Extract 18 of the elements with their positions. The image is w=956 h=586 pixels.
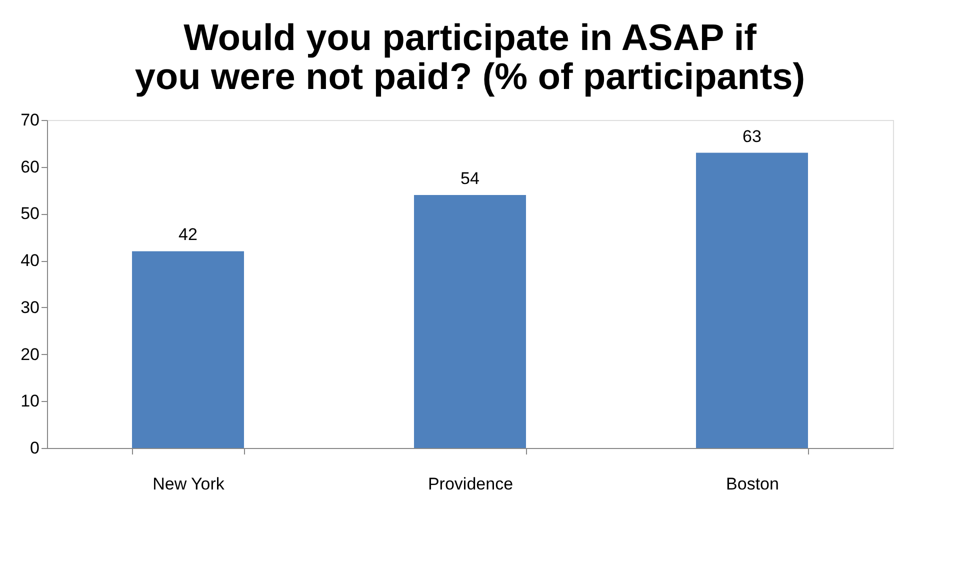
bar (696, 152, 808, 448)
data-label: 42 (178, 225, 198, 244)
x-tick-label: Boston (726, 474, 779, 494)
data-label: 63 (742, 126, 762, 146)
y-tick-label: 30 (20, 298, 40, 317)
bar (132, 251, 244, 448)
x-tick-label: New York (152, 474, 225, 494)
y-tick-label: 10 (20, 392, 40, 411)
chart-title: Would you participate in ASAP if you were not paid? (% of participants) (134, 17, 806, 97)
x-tick-label: Providence (428, 474, 514, 494)
y-tick-label: 0 (30, 438, 40, 458)
data-label: 54 (460, 168, 480, 188)
bar (414, 194, 526, 448)
y-tick-label: 50 (20, 204, 40, 224)
y-tick-label: 70 (20, 110, 40, 130)
y-tick-label: 40 (20, 251, 40, 270)
y-tick-label: 20 (20, 344, 40, 364)
y-tick-label: 60 (20, 157, 40, 176)
